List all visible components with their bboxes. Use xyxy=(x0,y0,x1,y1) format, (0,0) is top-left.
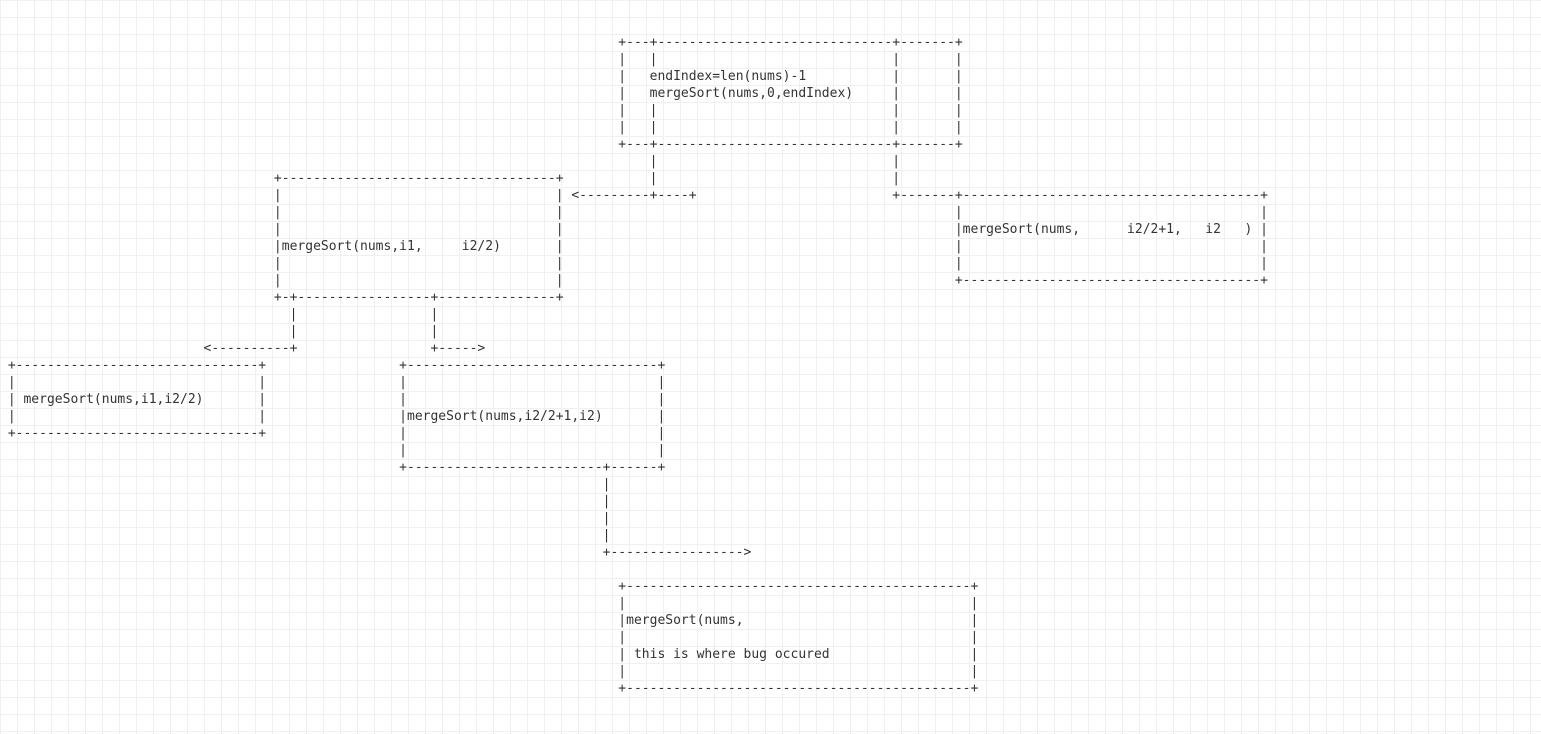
ascii-flowchart: +---+------------------------------+----… xyxy=(0,0,1268,697)
